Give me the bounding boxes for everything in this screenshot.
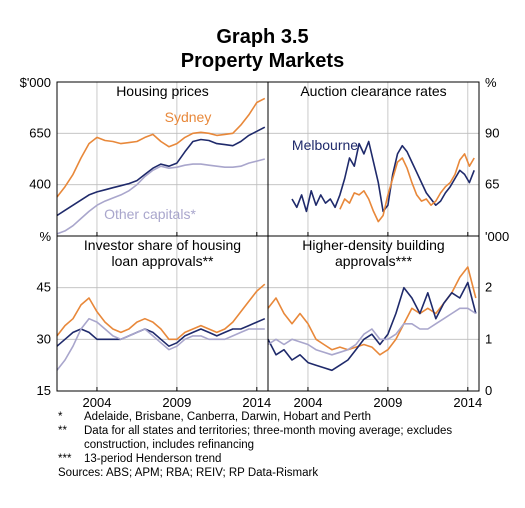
footnote-1-text: Adelaide, Brisbane, Canberra, Darwin, Ho… bbox=[84, 411, 372, 423]
series-line-1-other-capitals bbox=[56, 158, 266, 235]
sources-note: Sources: ABS; APM; RBA; REIV; RP Data-Ri… bbox=[58, 467, 319, 479]
label-other-capitals: Other capitals* bbox=[104, 206, 196, 222]
x-tick-label-4-0: 2004 bbox=[294, 395, 323, 410]
footnote-1: * Adelaide, Brisbane, Canberra, Darwin, … bbox=[58, 410, 518, 424]
y-tick-label-3-1: 30 bbox=[37, 331, 51, 346]
footnote-1-marker: * bbox=[58, 411, 63, 423]
graph-number: Graph 3.5 bbox=[216, 26, 309, 48]
panel-title-3-line1: Investor share of housing bbox=[84, 237, 241, 253]
footnote-2-marker: ** bbox=[58, 425, 67, 437]
y-tick-label-3-2: 45 bbox=[37, 280, 51, 295]
series-line-4-other-capitals bbox=[267, 307, 477, 356]
y-tick-label-3-0: 15 bbox=[37, 383, 51, 398]
panel-title-3-line2: loan approvals** bbox=[112, 253, 215, 269]
y-tick-label-1-2: 650 bbox=[29, 125, 51, 140]
property-markets-chart: 400 650 Housing prices $'000 65 90 Auction cle… bbox=[20, 75, 510, 410]
series-line-3-melbourne bbox=[56, 317, 266, 348]
footnote-3-marker: *** bbox=[58, 453, 72, 465]
axis-unit-2: % bbox=[485, 75, 497, 90]
panel-title-4-line2: approvals*** bbox=[335, 253, 413, 269]
series-line-4-melbourne bbox=[267, 281, 477, 372]
series-line-1-melbourne bbox=[56, 126, 266, 217]
x-tick-label-3-0: 2004 bbox=[83, 395, 112, 410]
x-tick-label-4-1: 2009 bbox=[373, 395, 402, 410]
axis-unit-4: '000 bbox=[485, 229, 509, 244]
footnote-2-text: Data for all states and territories; thr… bbox=[84, 425, 453, 451]
graph-title: Property Markets bbox=[180, 50, 345, 72]
y-tick-label-1-1: 400 bbox=[29, 177, 51, 192]
y-tick-label-4-1: 1 bbox=[485, 331, 492, 346]
x-tick-label-3-1: 2009 bbox=[162, 395, 191, 410]
footnotes: * Adelaide, Brisbane, Canberra, Darwin, … bbox=[58, 410, 518, 480]
label-sydney: Sydney bbox=[165, 109, 212, 125]
y-tick-label-4-2: 2 bbox=[485, 280, 492, 295]
axis-unit-3: % bbox=[39, 229, 51, 244]
series-line-3-other-capitals bbox=[56, 317, 265, 371]
footnote-3: *** 13-period Henderson trend bbox=[58, 452, 518, 466]
footnote-2: ** Data for all states and territories; … bbox=[58, 424, 518, 452]
y-tick-label-2-1: 65 bbox=[485, 177, 499, 192]
panel-title-1: Housing prices bbox=[116, 83, 209, 99]
series-line-2-melbourne bbox=[291, 140, 475, 213]
series-line-2-sydney bbox=[339, 153, 475, 223]
y-tick-label-4-0: 0 bbox=[485, 383, 492, 398]
label-melbourne: Melbourne bbox=[292, 137, 358, 153]
footnote-3-text: 13-period Henderson trend bbox=[84, 453, 222, 465]
panel-title-4-line1: Higher-density building bbox=[302, 237, 444, 253]
axis-unit-1: $'000 bbox=[20, 75, 51, 90]
series-line-3-sydney bbox=[56, 283, 266, 341]
x-tick-label-4-2: 2014 bbox=[453, 395, 482, 410]
x-tick-label-3-2: 2014 bbox=[242, 395, 271, 410]
y-tick-label-2-2: 90 bbox=[485, 125, 499, 140]
series-line-1-sydney bbox=[56, 97, 266, 198]
panel-title-2: Auction clearance rates bbox=[300, 83, 446, 99]
